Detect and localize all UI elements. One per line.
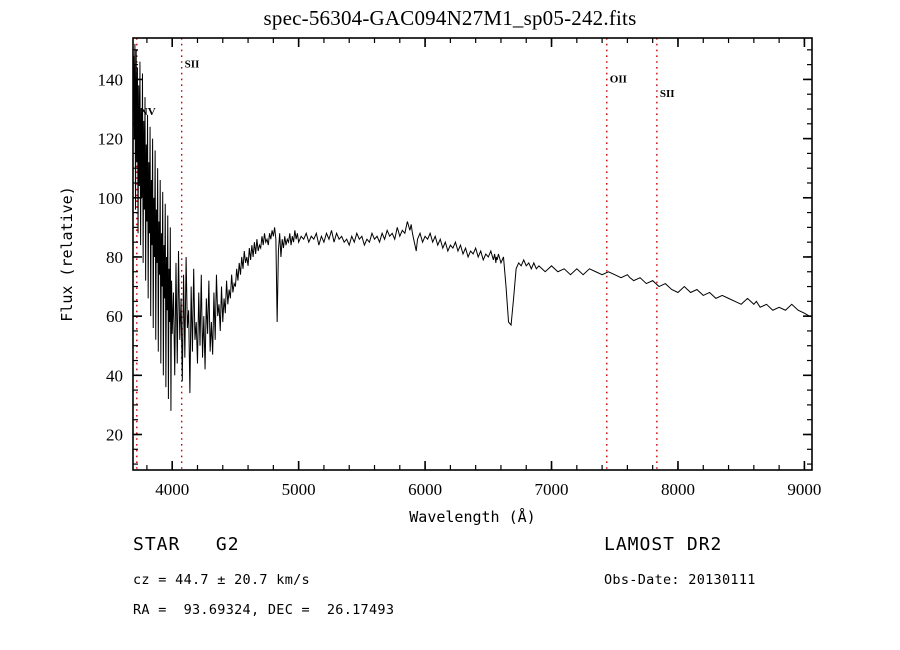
y-tick-label: 40 [106, 366, 123, 385]
x-tick-label: 4000 [155, 480, 189, 499]
x-tick-label: 9000 [787, 480, 821, 499]
survey-label: LAMOST DR2 [604, 534, 723, 555]
x-tick-label: 8000 [661, 480, 695, 499]
obs-date-label: Obs-Date: 20130111 [604, 572, 756, 588]
line-marker-label: OII [610, 73, 627, 85]
line-marker-label: SII [660, 88, 675, 100]
page-title: spec-56304-GAC094N27M1_sp05-242.fits [263, 6, 637, 30]
y-tick-label: 20 [106, 425, 123, 444]
x-tick-label: 7000 [535, 480, 569, 499]
radial-velocity-label: cz = 44.7 ± 20.7 km/s [133, 572, 310, 588]
x-tick-label: 6000 [408, 480, 442, 499]
spectrum-line [133, 43, 810, 411]
y-tick-label: 120 [98, 130, 124, 149]
y-tick-label: 140 [98, 70, 124, 89]
line-marker-label: SII [185, 59, 200, 71]
y-axis-label: Flux (relative) [58, 186, 76, 321]
y-tick-label: 80 [106, 248, 123, 267]
y-tick-label: 60 [106, 307, 123, 326]
coordinates-label: RA = 93.69324, DEC = 26.17493 [133, 602, 395, 618]
x-tick-label: 5000 [282, 480, 316, 499]
line-marker-label: NV [140, 106, 156, 118]
y-tick-label: 100 [98, 189, 124, 208]
object-class-label: STAR G2 [133, 534, 240, 555]
x-axis-label: Wavelength (Å) [409, 507, 535, 526]
plot-frame [132, 37, 813, 471]
